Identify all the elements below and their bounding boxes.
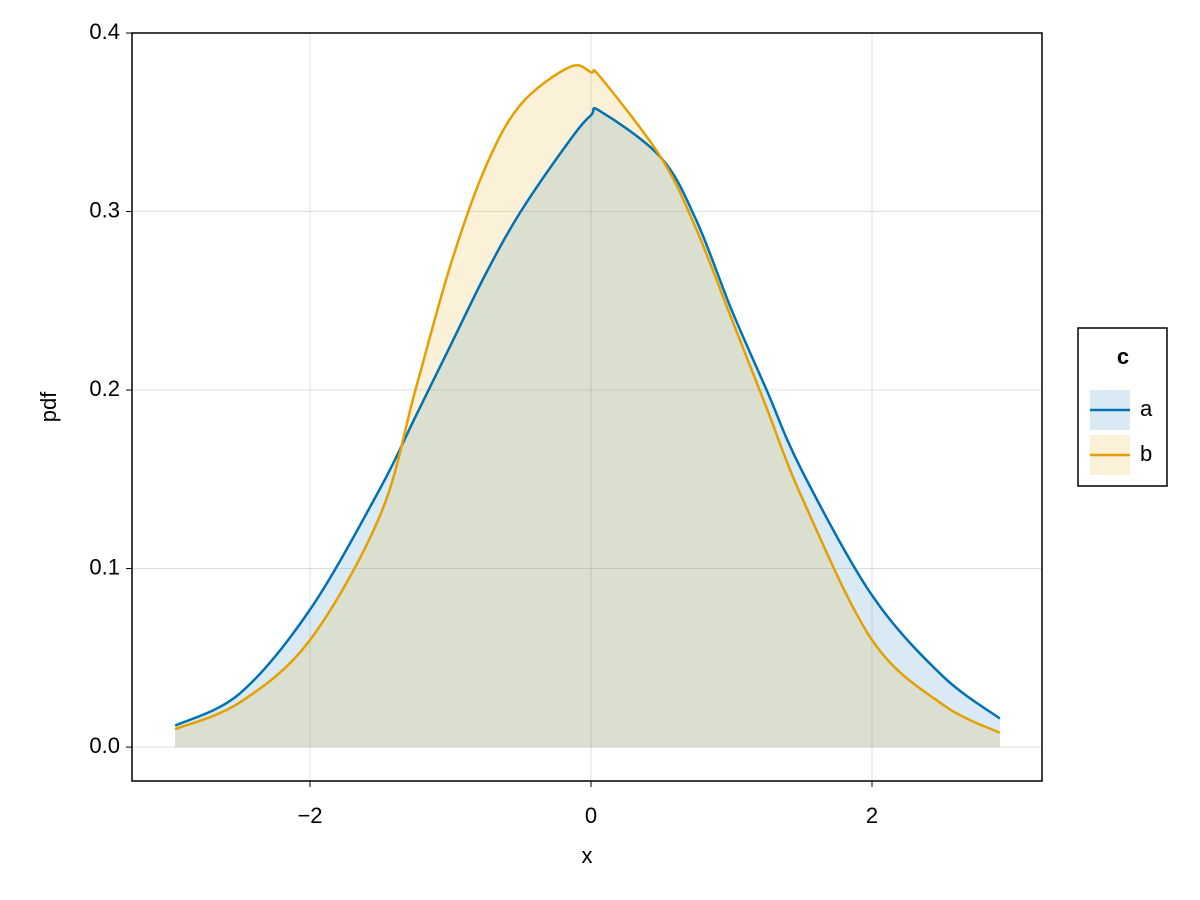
grid [132, 32, 1042, 781]
x-tick-label: 0 [585, 803, 597, 828]
y-tick-label: 0.2 [89, 376, 120, 401]
plot-frame [131, 32, 1043, 782]
x-tick-label: −2 [297, 803, 322, 828]
density-line [174, 107, 1001, 727]
x-tick-label: 2 [866, 803, 878, 828]
y-tick-label: 0.3 [89, 197, 120, 222]
legend-title: c [1117, 344, 1129, 369]
legend-label: a [1140, 396, 1153, 421]
y-tick-label: 0.1 [89, 554, 120, 579]
legend: ab [1090, 390, 1153, 475]
density-area [175, 65, 1000, 748]
lines [174, 63, 1001, 734]
density-line [174, 63, 1001, 734]
ticks: −2 0 2 0.0 0.1 0.2 0.3 0.4 [89, 19, 878, 828]
legend-box [1077, 327, 1168, 487]
x-axis-label: x [582, 843, 593, 868]
y-axis-label: pdf [36, 391, 61, 422]
y-tick-label: 0.4 [89, 19, 120, 44]
density-area [175, 108, 1000, 748]
areas [175, 65, 1000, 748]
y-tick-label: 0.0 [89, 733, 120, 758]
legend-label: b [1140, 441, 1152, 466]
